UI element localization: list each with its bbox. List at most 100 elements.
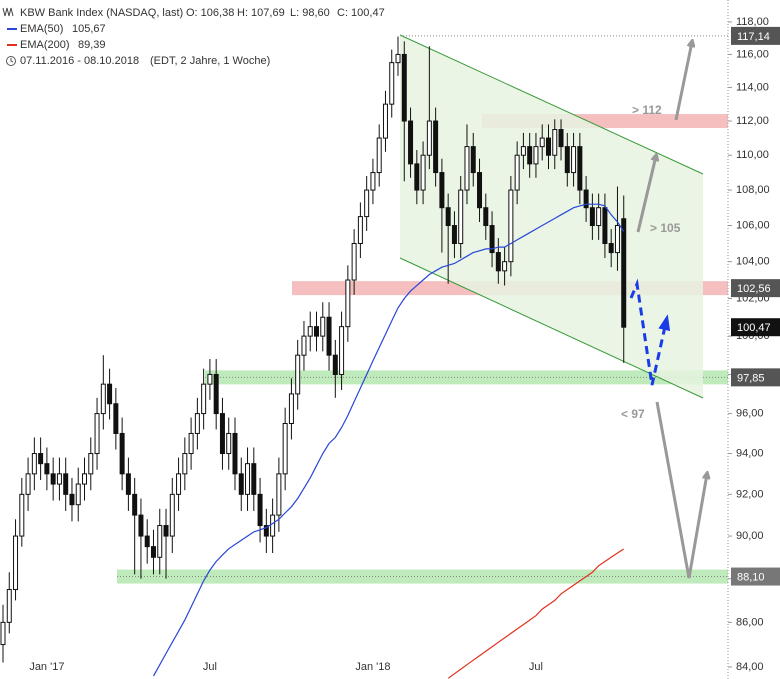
candle-body	[69, 493, 75, 506]
level-label: 102,56	[737, 283, 771, 295]
zone	[117, 569, 728, 584]
candle-body	[382, 103, 388, 139]
date-range: 07.11.2016 - 08.10.2018	[20, 55, 139, 67]
x-tick-label: Jul	[203, 661, 217, 673]
y-tick-label: 112,00	[736, 115, 769, 127]
candle-body	[464, 146, 470, 191]
level-box	[731, 318, 780, 337]
candle-body	[533, 146, 539, 165]
candle-body	[345, 279, 351, 328]
annotation: > 112	[632, 103, 662, 117]
legend-label: EMA(50)	[20, 23, 63, 35]
y-tick-label: 92,00	[736, 488, 764, 500]
y-tick-label: 106,00	[736, 219, 770, 231]
candle-body	[520, 146, 526, 156]
ohlc: H: 107,69	[237, 7, 285, 19]
candle-body	[125, 473, 131, 495]
candle-body	[276, 473, 282, 516]
candle-body	[13, 535, 19, 591]
candle-body	[232, 432, 238, 475]
candle-body	[552, 129, 558, 156]
candle-body	[282, 422, 288, 475]
y-tick-label: 94,00	[736, 447, 764, 459]
candle-body	[219, 413, 225, 455]
level-label: 97,85	[737, 372, 765, 384]
y-tick-label: 116,00	[736, 48, 769, 60]
candle-body	[351, 243, 357, 281]
candle-body	[63, 473, 69, 495]
y-tick-label: 90,00	[736, 530, 764, 542]
candle-body	[176, 473, 182, 495]
candle-body	[527, 146, 533, 165]
channel-area	[400, 35, 703, 398]
candle-body	[614, 225, 620, 254]
candle-body	[88, 453, 94, 475]
candle-body	[201, 383, 207, 415]
candle-body	[408, 120, 414, 165]
header: KBW Bank Index (NASDAQ, last) O: 106,38 …	[2, 7, 385, 67]
candle-body	[539, 137, 545, 148]
candle-body	[571, 146, 577, 174]
candle-body	[295, 354, 301, 395]
candle-body	[357, 216, 363, 245]
candle-body	[288, 393, 294, 424]
candle-body	[502, 261, 508, 272]
candle-body	[144, 535, 150, 548]
y-tick-label: 118,00	[736, 16, 769, 28]
level-label: 100,47	[737, 322, 771, 334]
channel-upper	[399, 34, 704, 175]
level-box	[731, 26, 780, 45]
candle-body	[596, 207, 602, 227]
period-info: (EDT, 2 Jahre, 1 Woche)	[150, 55, 270, 67]
ohlc: L: 98,60	[290, 7, 330, 19]
y-tick-label: 110,00	[736, 149, 769, 161]
candle-body	[314, 326, 319, 337]
candle-body	[169, 493, 175, 537]
candle-body	[439, 172, 445, 209]
candle-body	[621, 218, 627, 328]
candle-body	[31, 453, 37, 475]
candle-body	[94, 413, 100, 455]
candle-body	[364, 189, 370, 218]
candle-body	[213, 373, 219, 415]
clock-icon	[10, 58, 14, 63]
title: KBW Bank Index (NASDAQ, last)	[20, 7, 183, 19]
candle-body	[251, 463, 257, 495]
candle-body	[495, 252, 501, 272]
candle-body	[395, 53, 401, 64]
legend-label: EMA(200)	[20, 39, 70, 51]
level-box	[731, 279, 780, 298]
candle-body	[82, 473, 88, 485]
candle-body	[389, 62, 395, 105]
candle-body	[119, 432, 125, 475]
level-box	[731, 567, 780, 586]
candle-body	[307, 326, 313, 337]
candle-body	[401, 53, 407, 122]
candle-body	[602, 207, 608, 245]
y-tick-label: 84,00	[736, 661, 764, 673]
candle-body	[564, 146, 570, 174]
candle-body	[451, 225, 457, 245]
ema-line	[152, 203, 625, 677]
y-tick-label: 104,00	[736, 256, 770, 268]
candle-body	[433, 120, 439, 174]
candle-body	[194, 413, 200, 434]
x-tick-label: Jan '18	[355, 661, 390, 673]
candle-body	[75, 483, 81, 506]
legend-value: 89,39	[78, 39, 106, 51]
candle-body	[207, 373, 213, 385]
candle-body	[370, 172, 376, 191]
candle-body	[339, 326, 345, 375]
candle-body	[376, 137, 382, 174]
candle-body	[445, 207, 451, 227]
candle-body	[583, 189, 589, 209]
candle-body	[514, 154, 520, 191]
candle-body	[577, 146, 583, 191]
candle-body	[38, 453, 44, 465]
candle-body	[138, 514, 144, 537]
annotation: > 105	[650, 221, 681, 235]
candle-body	[19, 493, 25, 537]
y-tick-label: 96,00	[736, 407, 764, 419]
candle-body	[150, 546, 156, 558]
